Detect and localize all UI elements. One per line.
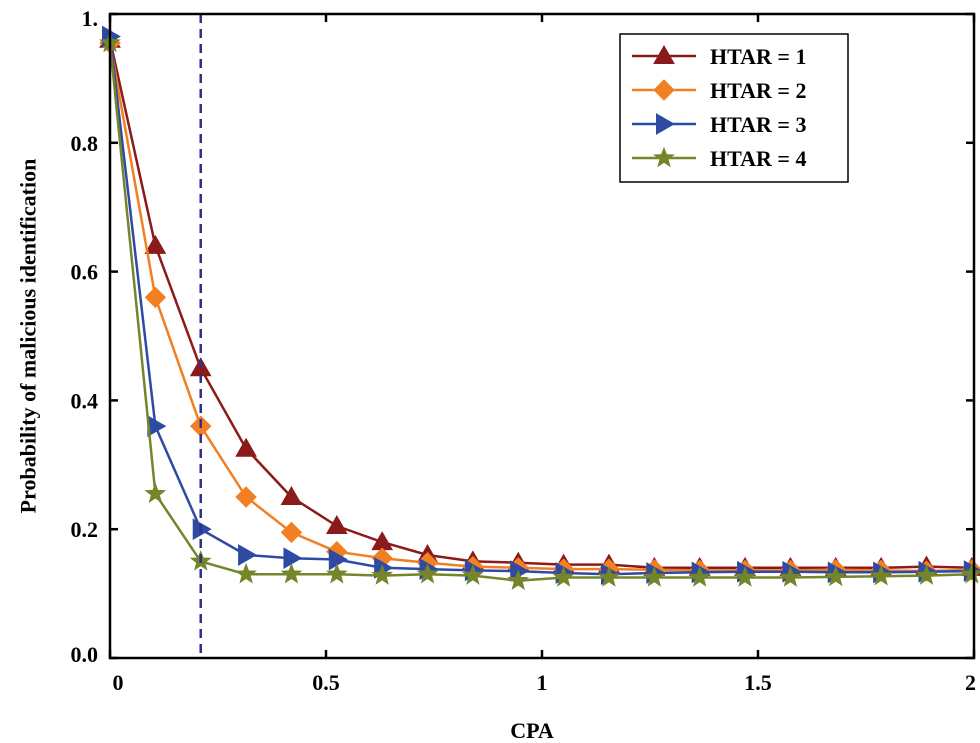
legend-marker (653, 146, 675, 168)
legend-entry: HTAR = 1 (632, 44, 806, 69)
data-point (915, 564, 938, 585)
x-tick-label: 2 (965, 670, 976, 695)
data-point (870, 564, 892, 586)
data-point (235, 562, 257, 584)
data-point (552, 566, 575, 587)
data-point (280, 562, 303, 584)
x-tick-label: 1 (537, 670, 548, 695)
data-point (280, 521, 303, 544)
data-point (688, 566, 711, 587)
x-tick-label: 0.5 (312, 670, 340, 695)
data-point (643, 566, 666, 587)
legend-label: HTAR = 1 (710, 44, 806, 69)
data-point (144, 482, 167, 504)
data-point (734, 566, 756, 587)
x-tick-label: 1.5 (744, 670, 772, 695)
legend-marker (653, 44, 675, 64)
data-point (507, 569, 530, 590)
legend-marker (656, 113, 676, 135)
data-point (235, 437, 257, 457)
y-tick-label: 0.2 (71, 517, 99, 542)
data-point (144, 286, 167, 309)
y-tick-label: 0.4 (71, 388, 99, 413)
data-point (283, 547, 303, 570)
tick-labels: 0 0.5 1 1.5 2 0.0 0.2 0.4 0.6 0.8 1. (71, 6, 977, 695)
legend-label: HTAR = 2 (710, 78, 806, 103)
data-point (598, 566, 620, 587)
legend: HTAR = 1 HTAR = 2 HTAR = 3 HTAR = 4 (619, 33, 849, 183)
data-point (325, 562, 348, 584)
x-tick-label: 0 (113, 670, 124, 695)
y-tick-label: 0.8 (71, 131, 99, 156)
legend-label: HTAR = 3 (710, 112, 806, 137)
y-tick-label: 0.0 (71, 642, 99, 667)
data-point (328, 548, 348, 571)
plot-area-frame (108, 12, 976, 660)
y-axis-title: Probability of malicious identification (16, 159, 41, 514)
series-line (108, 42, 972, 582)
y-tick-label: 1. (82, 6, 99, 31)
data-point (280, 485, 303, 505)
data-point (779, 566, 802, 587)
data-point (144, 234, 167, 254)
data-point (416, 562, 439, 584)
legend-entry: HTAR = 4 (632, 146, 806, 171)
x-axis-title: CPA (510, 718, 554, 743)
data-point (325, 514, 348, 534)
y-tick-label: 0.6 (71, 260, 99, 285)
data-point (462, 564, 484, 585)
data-point (824, 565, 847, 587)
legend-label: HTAR = 4 (710, 146, 806, 171)
data-point (238, 544, 258, 566)
legend-entry: HTAR = 2 (632, 78, 806, 103)
series-layer (99, 25, 980, 590)
legend-marker (653, 79, 675, 101)
data-point (960, 562, 980, 584)
legend-entry: HTAR = 3 (632, 112, 806, 137)
data-point (371, 564, 394, 585)
data-point (235, 486, 257, 508)
